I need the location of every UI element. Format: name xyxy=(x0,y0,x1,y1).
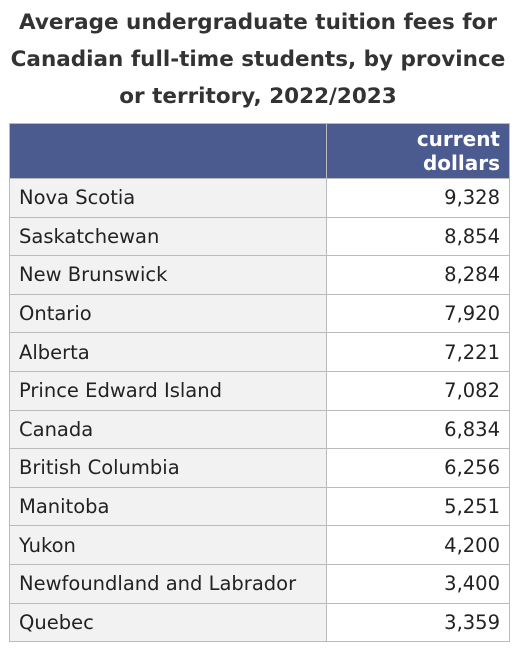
table-row: Newfoundland and Labrador 3,400 xyxy=(9,563,510,604)
tuition-table: current dollars Nova Scotia 9,328 Saskatch… xyxy=(9,123,510,643)
region-cell: Canada xyxy=(9,409,327,450)
table-row: Nova Scotia 9,328 xyxy=(9,178,510,218)
tuition-cell: 4,200 xyxy=(326,525,510,565)
region-cell: Prince Edward Island xyxy=(9,370,327,411)
tuition-cell: 6,834 xyxy=(326,409,510,450)
table-row: Canada 6,834 xyxy=(9,409,510,450)
column-header: current dollars xyxy=(326,123,510,179)
table-body: Nova Scotia 9,328 Saskatchewan 8,854 New Bru… xyxy=(9,178,510,643)
tuition-cell: 8,284 xyxy=(326,255,510,295)
region-cell: Nova Scotia xyxy=(9,178,327,218)
tuition-cell: 6,256 xyxy=(326,448,510,488)
tuition-cell: 5,251 xyxy=(326,486,510,527)
tuition-cell: 8,854 xyxy=(326,216,510,257)
region-cell: Quebec xyxy=(9,602,327,643)
table-row: Prince Edward Island 7,082 xyxy=(9,370,510,411)
tuition-cell: 7,920 xyxy=(326,293,510,334)
tuition-cell: 9,328 xyxy=(326,178,510,218)
region-cell: Alberta xyxy=(9,332,327,372)
region-cell: Ontario xyxy=(9,293,327,334)
table-row: Yukon 4,200 xyxy=(9,525,510,565)
table-row: Quebec 3,359 xyxy=(9,602,510,643)
tuition-cell: 3,400 xyxy=(326,563,510,604)
table-row: British Columbia 6,256 xyxy=(9,448,510,488)
region-cell: British Columbia xyxy=(9,448,327,488)
table-row: Ontario 7,920 xyxy=(9,293,510,334)
region-cell: New Brunswick xyxy=(9,255,327,295)
header-corner xyxy=(9,123,327,179)
region-cell: Saskatchewan xyxy=(9,216,327,257)
table-header: current dollars xyxy=(9,123,510,179)
title: Average undergraduate tuition fees for C… xyxy=(10,10,506,109)
header-row: current dollars xyxy=(9,123,510,179)
region-cell: Yukon xyxy=(9,525,327,565)
table-row: New Brunswick 8,284 xyxy=(9,255,510,295)
region-cell: Newfoundland and Labrador xyxy=(9,563,327,604)
region-cell: Manitoba xyxy=(9,486,327,527)
table-row: Saskatchewan 8,854 xyxy=(9,216,510,257)
tuition-cell: 7,082 xyxy=(326,370,510,411)
table-row: Manitoba 5,251 xyxy=(9,486,510,527)
table-row: Alberta 7,221 xyxy=(9,332,510,372)
tuition-cell: 3,359 xyxy=(326,602,510,643)
tuition-cell: 7,221 xyxy=(326,332,510,372)
